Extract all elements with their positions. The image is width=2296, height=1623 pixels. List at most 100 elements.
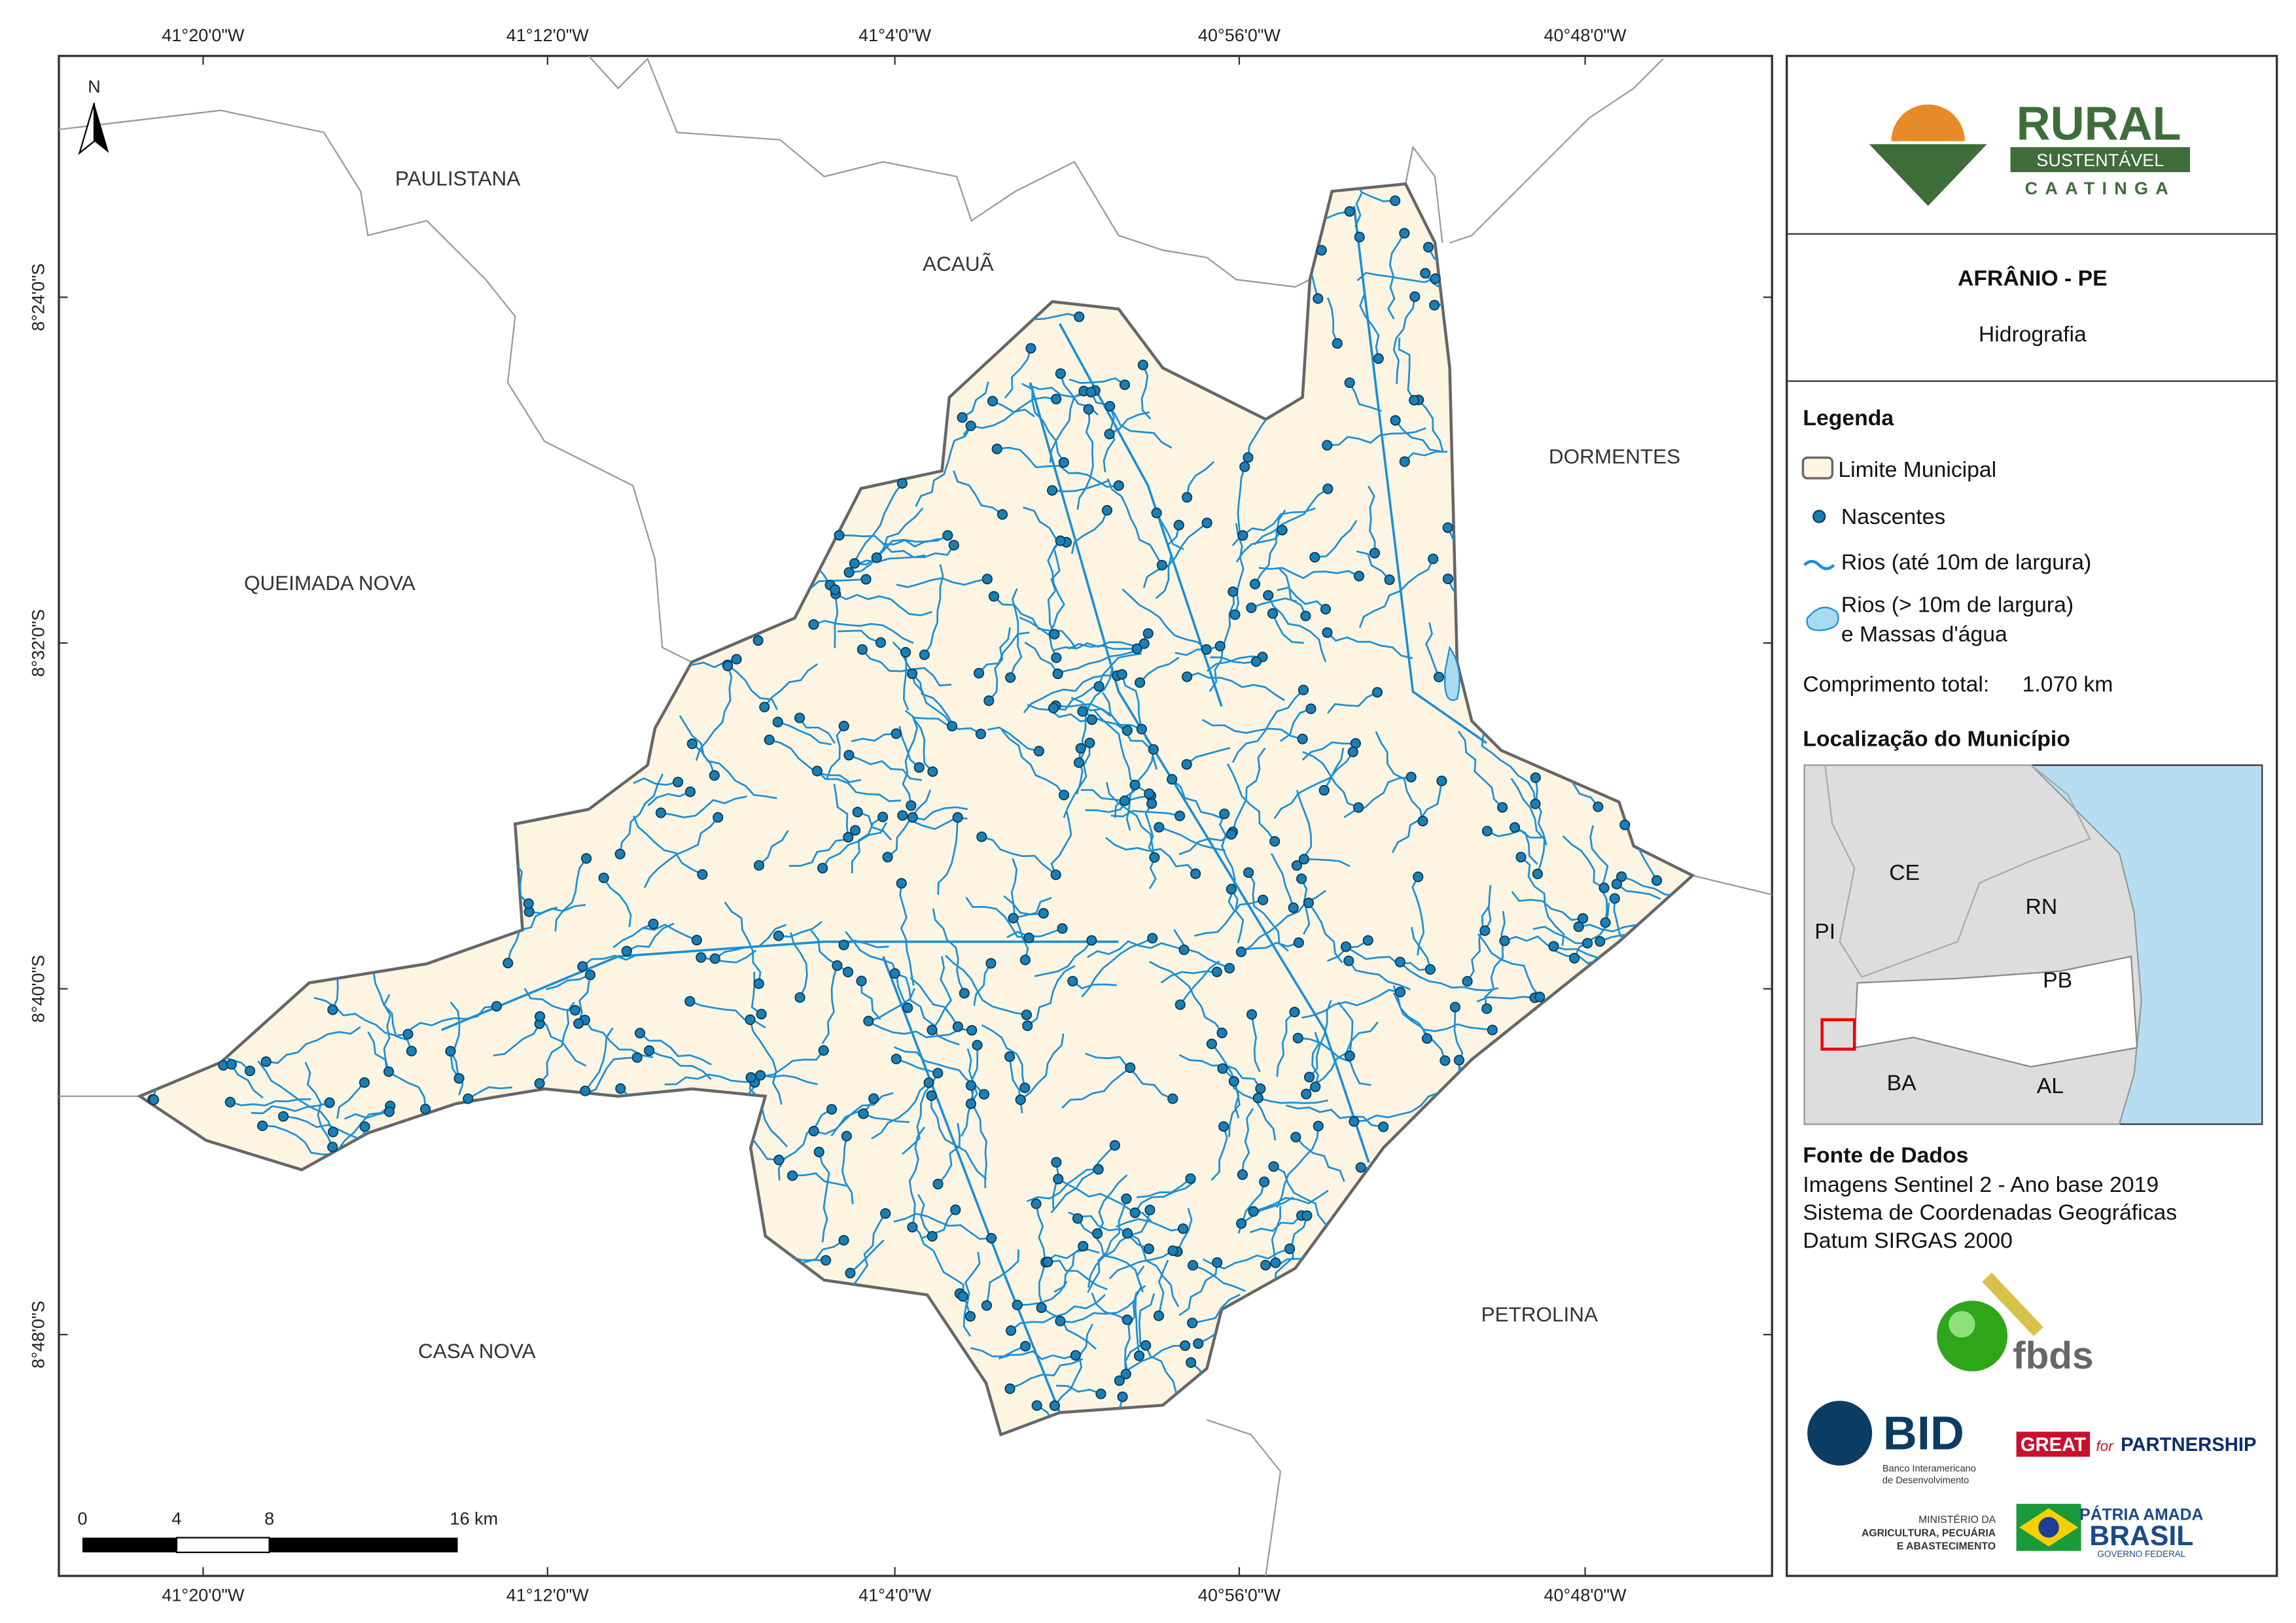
spring [1229, 609, 1241, 620]
river [953, 470, 1003, 515]
water-body [1444, 645, 1460, 701]
x-tick-label: 41°20'0"W [162, 26, 245, 45]
spring [1012, 1299, 1023, 1311]
logo-text: SUSTENTÁVEL [2036, 150, 2164, 170]
river [1477, 933, 1541, 998]
spring [1277, 525, 1288, 536]
spring [621, 945, 632, 957]
river [493, 1023, 540, 1056]
spring [764, 734, 775, 746]
spring [1378, 1121, 1389, 1132]
spring [383, 1106, 395, 1117]
river [1323, 747, 1345, 791]
river [1053, 1323, 1094, 1406]
spring [857, 644, 868, 655]
logo-text: BID [1883, 1408, 1964, 1460]
spring [850, 825, 861, 836]
river [660, 795, 747, 818]
spring [1023, 932, 1034, 943]
spring [1420, 268, 1431, 279]
source-line: Imagens Sentinel 2 - Ano base 2019 [1803, 1172, 2159, 1197]
river [1398, 338, 1415, 401]
river [1186, 672, 1285, 701]
river [1254, 509, 1286, 585]
spring [684, 786, 696, 797]
spring [1226, 884, 1237, 895]
spring [965, 1080, 977, 1091]
spring [1217, 1063, 1228, 1074]
spring [952, 812, 963, 823]
spring [1243, 452, 1254, 463]
river [1155, 525, 1180, 599]
spring [932, 1068, 944, 1079]
spring [1354, 232, 1365, 243]
y-tick-label: 8°48'0"S [29, 1300, 48, 1369]
legend-title: Legenda [1803, 406, 1894, 430]
spring [1248, 1206, 1259, 1217]
river [1027, 965, 1076, 1027]
river [1091, 1292, 1128, 1321]
river [1276, 1011, 1296, 1077]
spring [1609, 893, 1620, 904]
river [1144, 803, 1157, 890]
spring [1057, 923, 1068, 934]
spring [1219, 809, 1230, 820]
spring [891, 728, 902, 739]
spring [1139, 638, 1150, 649]
river [313, 996, 408, 1037]
spring [1227, 586, 1239, 597]
river [910, 977, 959, 1028]
river [1392, 985, 1446, 1061]
river [931, 956, 953, 1031]
spring [1347, 746, 1358, 758]
spring [1497, 802, 1508, 813]
spring [453, 1073, 465, 1084]
river [1087, 1210, 1151, 1288]
spring [1104, 428, 1115, 440]
river [882, 534, 948, 548]
spring [631, 1052, 643, 1063]
spring [919, 649, 930, 661]
spring [1394, 986, 1406, 998]
spring [1290, 1132, 1301, 1143]
river [1477, 723, 1536, 804]
spring [1117, 1391, 1128, 1403]
spring [1073, 757, 1085, 768]
river [1392, 296, 1416, 385]
river [1186, 747, 1231, 765]
river [664, 1073, 755, 1086]
logo-text: E ABASTECIMENTO [1897, 1541, 1996, 1552]
river [1209, 591, 1235, 692]
spring [1237, 1169, 1248, 1180]
river [1326, 632, 1413, 659]
spring [1025, 343, 1036, 354]
river [912, 806, 968, 821]
spring [1417, 816, 1428, 827]
river [998, 1350, 1076, 1361]
river [997, 446, 1081, 474]
spring [1125, 1062, 1136, 1073]
spring [1224, 962, 1235, 974]
river [1399, 961, 1499, 992]
river [1034, 939, 1093, 977]
river [643, 923, 698, 941]
title: AFRÂNIO - PE [1958, 266, 2108, 290]
spring [1320, 604, 1332, 615]
spring [1481, 826, 1493, 837]
river [1514, 826, 1538, 865]
spring [794, 992, 805, 1003]
spring [1201, 517, 1212, 529]
river [1040, 1306, 1097, 1350]
spring [1573, 921, 1584, 932]
river [961, 381, 989, 419]
spring [1439, 1055, 1451, 1066]
spring [1201, 644, 1212, 655]
river [760, 1074, 818, 1085]
spring [1399, 228, 1410, 239]
subtitle: Hidrografia [1979, 322, 2087, 347]
spring [1298, 684, 1309, 695]
spring [327, 1126, 339, 1138]
spring [834, 530, 845, 541]
river [1174, 645, 1221, 656]
state-label: RN [2025, 894, 2057, 919]
